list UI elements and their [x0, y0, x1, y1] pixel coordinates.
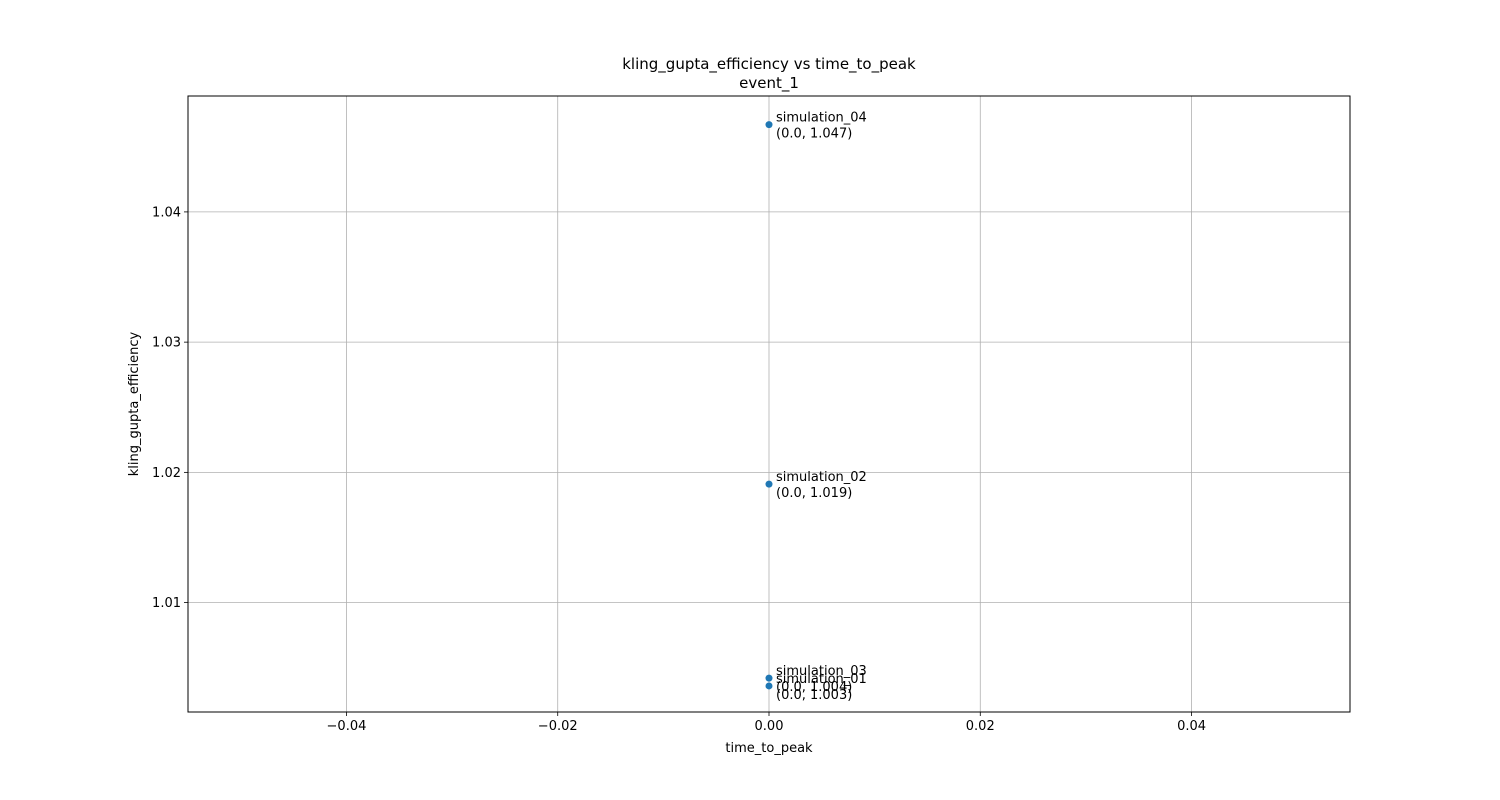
point-name-label: simulation_04 — [776, 111, 867, 126]
data-point — [765, 674, 773, 682]
y-axis-ticks: 1.01 1.02 1.03 1.04 — [152, 205, 188, 611]
point-name-label: simulation_02 — [776, 470, 867, 485]
data-points: simulation_01(0.0, 1.003)simulation_02(0… — [765, 111, 867, 703]
y-tick-label: 1.03 — [152, 336, 181, 351]
y-tick-label: 1.02 — [152, 466, 181, 481]
x-tick-label: 0.00 — [755, 719, 784, 734]
data-point — [765, 121, 773, 129]
y-tick-label: 1.04 — [152, 205, 181, 220]
point-coord-label: (0.0, 1.003) — [776, 688, 852, 703]
x-tick-label: −0.04 — [327, 719, 367, 734]
data-point — [765, 480, 773, 488]
y-tick-label: 1.01 — [152, 596, 181, 611]
x-axis-ticks: −0.04 −0.02 0.00 0.02 0.04 — [327, 712, 1206, 734]
x-tick-label: −0.02 — [538, 719, 578, 734]
point-coord-label: (0.0, 1.019) — [776, 486, 852, 501]
data-point — [765, 682, 773, 690]
point-coord-label: (0.0, 1.004) — [776, 680, 852, 695]
point-name-label: simulation_03 — [776, 664, 867, 679]
x-axis-label: time_to_peak — [725, 741, 813, 756]
y-axis-label: kling_gupta_efficiency — [127, 331, 142, 476]
x-tick-label: 0.04 — [1177, 719, 1206, 734]
chart-title: kling_gupta_efficiency vs time_to_peak — [622, 55, 916, 74]
chart-subtitle: event_1 — [739, 74, 799, 93]
grid-lines — [188, 96, 1350, 712]
x-tick-label: 0.02 — [966, 719, 995, 734]
point-coord-label: (0.0, 1.047) — [776, 127, 852, 142]
point-name-label: simulation_01 — [776, 672, 867, 687]
